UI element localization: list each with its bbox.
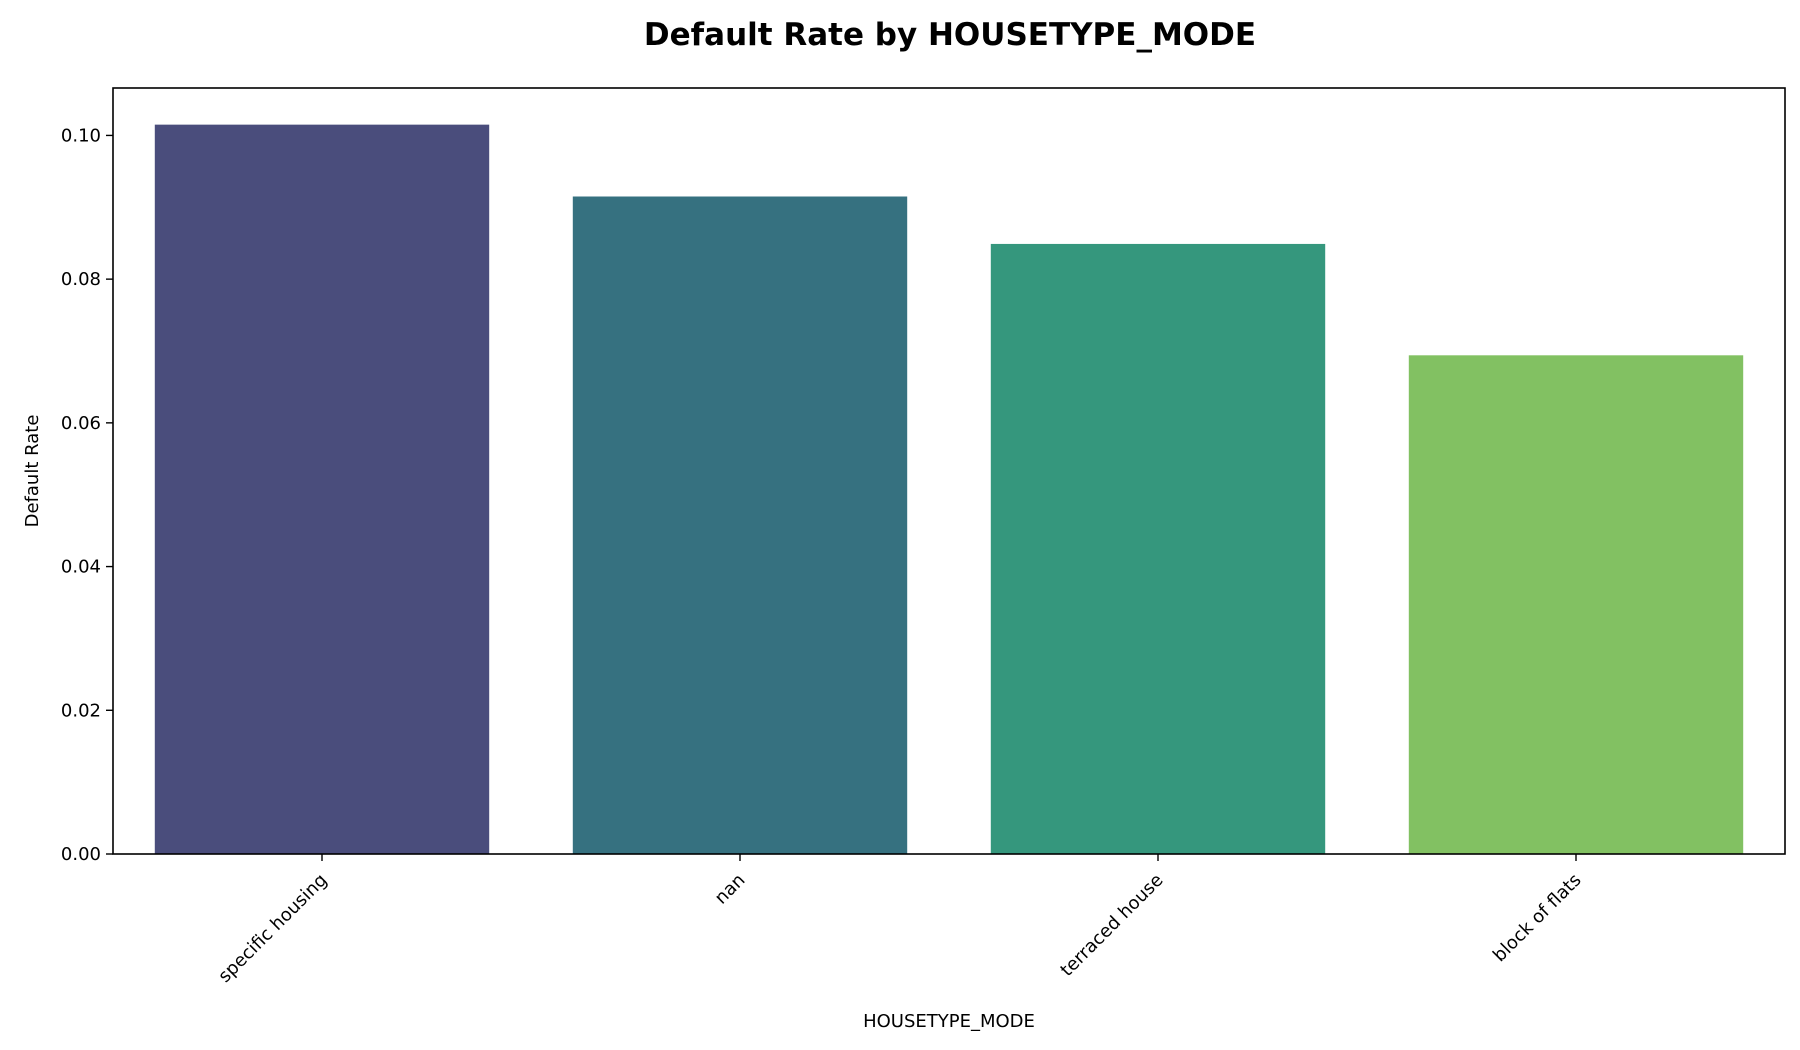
y-tick-label: 0.06 [61, 413, 101, 434]
y-tick-label: 0.08 [61, 269, 101, 290]
x-tick-label: terraced house [1056, 870, 1167, 981]
y-tick-label: 0.04 [61, 557, 101, 578]
y-tick-label: 0.00 [61, 844, 101, 865]
x-tick-label: nan [711, 870, 750, 909]
y-tick-label: 0.02 [61, 700, 101, 721]
bar-2 [990, 243, 1326, 854]
x-tick-label: specific housing [214, 870, 331, 987]
x-tick-label: block of flats [1489, 870, 1585, 966]
plot-frame [112, 87, 1786, 855]
bars-layer [154, 124, 1744, 854]
bar-0 [154, 124, 490, 854]
chart-title: Default Rate by HOUSETYPE_MODE [644, 17, 1256, 53]
y-tick-label: 0.10 [61, 125, 101, 146]
x-axis-label: HOUSETYPE_MODE [863, 1011, 1035, 1032]
bar-1 [572, 196, 908, 854]
y-axis-label: Default Rate [22, 415, 43, 528]
bar-3 [1408, 355, 1744, 854]
